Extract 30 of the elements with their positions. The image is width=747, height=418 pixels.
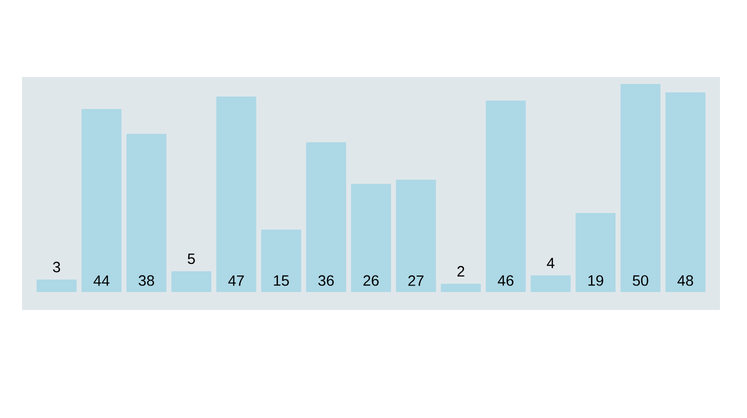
bar [620,84,660,292]
data-label: 48 [677,275,694,286]
data-label: 2 [457,266,464,276]
bar [486,100,526,292]
data-label: 15 [274,275,289,286]
bar [351,184,391,292]
bar [126,134,166,292]
bar [216,96,256,292]
bar [171,271,212,292]
bar [576,212,616,292]
data-label: 26 [363,275,379,286]
data-label: 19 [588,275,604,286]
bar [36,280,77,292]
bar [306,142,346,292]
data-label: 3 [53,262,60,272]
bar [665,92,706,292]
data-label: 4 [546,258,554,268]
bar [396,180,436,292]
bar [530,275,571,292]
data-label: 27 [408,275,424,286]
data-label: 50 [632,275,648,286]
bar [440,284,481,292]
data-label: 46 [498,275,514,286]
data-label: 38 [138,275,154,286]
data-label: 36 [318,275,334,286]
bar [82,108,122,292]
data-label: 5 [188,254,195,264]
data-label: 44 [94,276,110,286]
bar [261,230,302,292]
data-label: 47 [228,276,244,286]
